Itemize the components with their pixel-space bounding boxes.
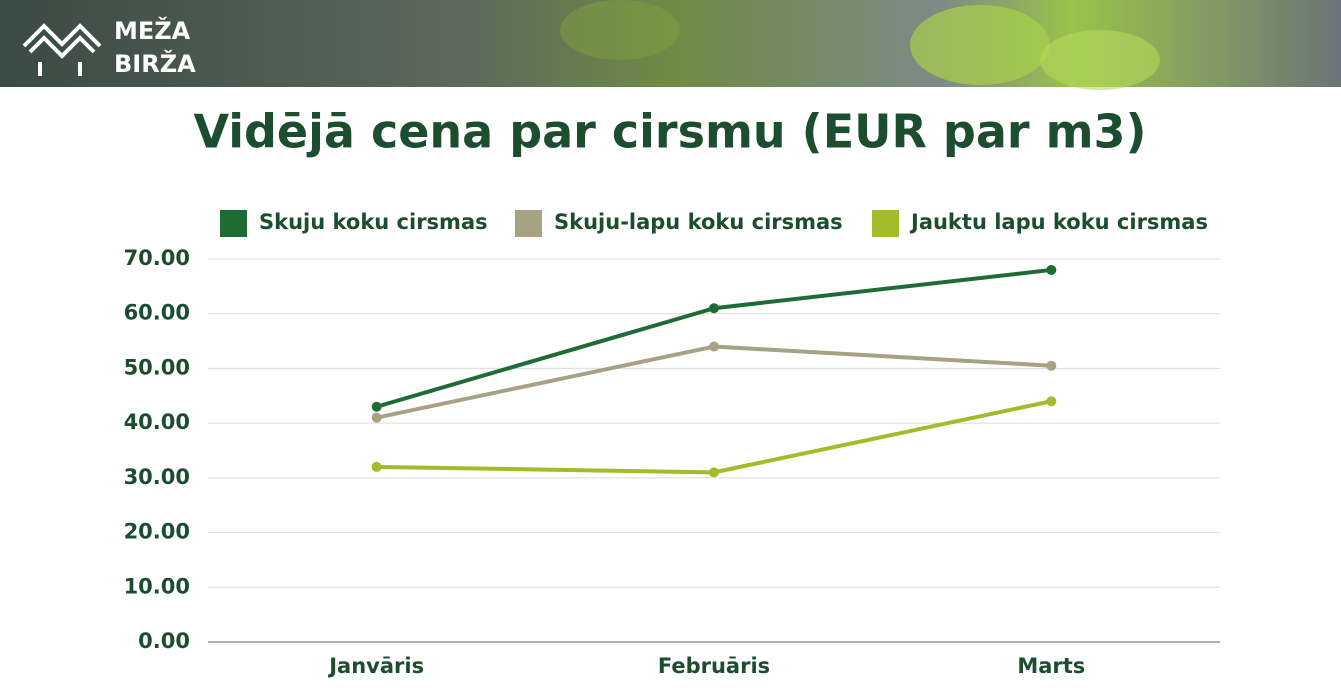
legend-label: Jauktu lapu koku cirsmas bbox=[909, 210, 1208, 234]
legend-swatch bbox=[872, 210, 899, 237]
legend-label: Skuju-lapu koku cirsmas bbox=[554, 210, 843, 234]
y-tick-label: 50.00 bbox=[124, 355, 190, 379]
logo-text: BIRŽA bbox=[114, 49, 196, 78]
data-point bbox=[709, 467, 719, 478]
y-tick-label: 30.00 bbox=[124, 465, 190, 489]
y-tick-label: 70.00 bbox=[124, 246, 190, 270]
x-tick-label: Janvāris bbox=[327, 654, 424, 678]
data-point bbox=[1046, 264, 1057, 275]
y-tick-label: 0.00 bbox=[138, 629, 190, 653]
logo-text: MEŽA bbox=[114, 16, 191, 45]
data-point bbox=[371, 401, 382, 412]
leaf bbox=[910, 5, 1050, 85]
leaf bbox=[1040, 30, 1160, 90]
chart-title: Vidējā cena par cirsmu (EUR par m3) bbox=[193, 105, 1146, 159]
y-tick-label: 20.00 bbox=[124, 520, 190, 544]
legend-swatch bbox=[220, 210, 247, 237]
data-point bbox=[709, 303, 719, 314]
series-line bbox=[376, 344, 1052, 420]
y-tick-label: 60.00 bbox=[124, 301, 190, 325]
series-line bbox=[376, 267, 1052, 409]
y-tick-label: 40.00 bbox=[124, 410, 190, 434]
data-point bbox=[371, 461, 382, 472]
series-line bbox=[376, 399, 1052, 475]
data-point bbox=[371, 412, 382, 423]
x-tick-label: Februāris bbox=[658, 654, 770, 678]
x-tick-label: Marts bbox=[1017, 654, 1085, 678]
data-point bbox=[1046, 360, 1057, 371]
data-point bbox=[709, 341, 719, 352]
leaf bbox=[560, 0, 680, 60]
y-tick-label: 10.00 bbox=[124, 574, 190, 598]
logo-icon bbox=[22, 23, 102, 76]
data-point bbox=[1046, 396, 1057, 407]
legend-label: Skuju koku cirsmas bbox=[259, 210, 488, 234]
legend-swatch bbox=[515, 210, 542, 237]
